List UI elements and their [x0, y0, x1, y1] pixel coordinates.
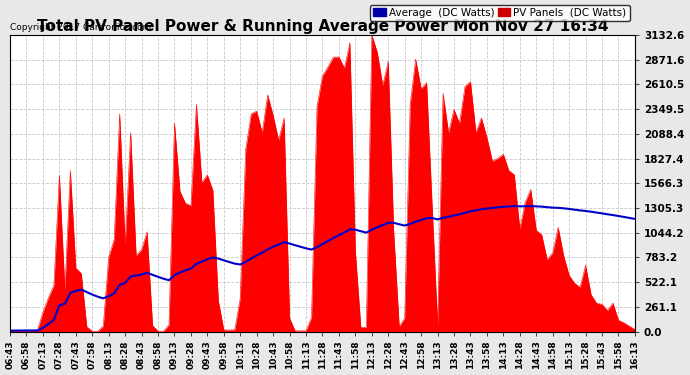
Legend: Average  (DC Watts), PV Panels  (DC Watts): Average (DC Watts), PV Panels (DC Watts): [371, 4, 630, 21]
Text: Copyright 2017 Cartronics.com: Copyright 2017 Cartronics.com: [10, 23, 151, 32]
Title: Total PV Panel Power & Running Average Power Mon Nov 27 16:34: Total PV Panel Power & Running Average P…: [37, 19, 609, 34]
